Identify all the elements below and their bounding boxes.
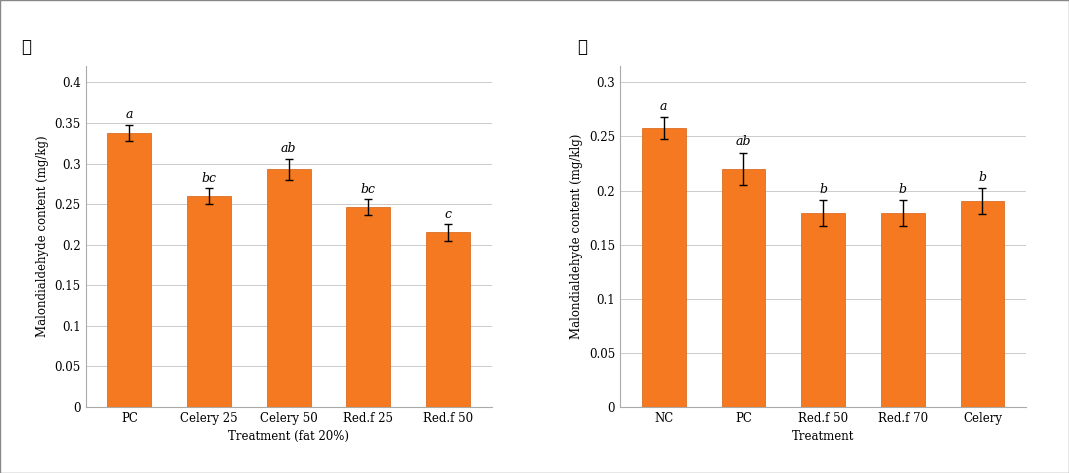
Text: a: a (660, 100, 667, 113)
Bar (641, 128, 685, 407)
Bar (961, 201, 1005, 407)
Bar (187, 196, 231, 407)
Text: a: a (125, 108, 133, 122)
Text: 나: 나 (577, 38, 587, 56)
Y-axis label: Malondialdehyde content (mg/kg): Malondialdehyde content (mg/kg) (36, 136, 49, 337)
Text: c: c (445, 208, 451, 221)
X-axis label: Treatment (fat 20%): Treatment (fat 20%) (228, 430, 350, 443)
Bar (107, 133, 151, 407)
Bar (802, 213, 845, 407)
Bar (881, 213, 925, 407)
Text: b: b (978, 171, 987, 184)
Bar (427, 232, 470, 407)
Text: ab: ab (281, 142, 296, 156)
Text: bc: bc (201, 172, 217, 184)
Text: bc: bc (360, 183, 376, 196)
X-axis label: Treatment: Treatment (792, 430, 854, 443)
Bar (267, 169, 310, 407)
Bar (346, 207, 390, 407)
Bar (722, 169, 765, 407)
Text: b: b (819, 183, 827, 196)
Text: ab: ab (735, 135, 752, 149)
Text: 가: 가 (21, 38, 31, 56)
Y-axis label: Malondialdehyde content (mg/klg): Malondialdehyde content (mg/klg) (571, 134, 584, 339)
Text: b: b (899, 183, 907, 196)
